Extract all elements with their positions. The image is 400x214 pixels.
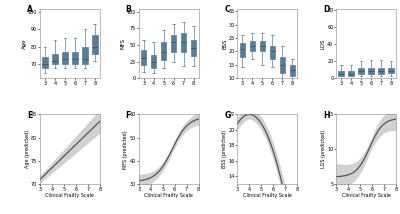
- Text: H: H: [323, 111, 330, 120]
- PathPatch shape: [191, 40, 196, 56]
- Y-axis label: MFS (predicted): MFS (predicted): [123, 130, 128, 169]
- Y-axis label: MFS: MFS: [120, 38, 125, 49]
- Y-axis label: BSS (predicted): BSS (predicted): [222, 130, 227, 168]
- PathPatch shape: [348, 71, 354, 76]
- X-axis label: Clinical Frailty Scale: Clinical Frailty Scale: [144, 193, 193, 198]
- PathPatch shape: [280, 57, 285, 73]
- Text: B: B: [126, 5, 131, 14]
- PathPatch shape: [171, 35, 176, 52]
- PathPatch shape: [250, 41, 255, 51]
- Text: E: E: [27, 111, 32, 120]
- PathPatch shape: [358, 68, 364, 74]
- X-axis label: Clinical Frailty Scale: Clinical Frailty Scale: [46, 193, 94, 198]
- Text: G: G: [224, 111, 230, 120]
- PathPatch shape: [52, 54, 58, 64]
- PathPatch shape: [388, 68, 394, 73]
- PathPatch shape: [82, 47, 88, 64]
- PathPatch shape: [290, 65, 295, 76]
- PathPatch shape: [72, 52, 78, 64]
- X-axis label: Clinical Frailty Scale: Clinical Frailty Scale: [342, 193, 390, 198]
- Text: D: D: [323, 5, 329, 14]
- PathPatch shape: [338, 71, 344, 76]
- Y-axis label: LOS (predicted): LOS (predicted): [321, 130, 326, 168]
- PathPatch shape: [368, 68, 374, 74]
- Text: C: C: [224, 5, 230, 14]
- Text: A: A: [27, 5, 33, 14]
- Y-axis label: BSS: BSS: [222, 38, 227, 49]
- PathPatch shape: [181, 33, 186, 52]
- PathPatch shape: [378, 68, 384, 74]
- Y-axis label: Age: Age: [22, 38, 26, 49]
- Text: F: F: [126, 111, 131, 120]
- PathPatch shape: [92, 35, 98, 54]
- PathPatch shape: [141, 50, 146, 65]
- PathPatch shape: [151, 55, 156, 68]
- X-axis label: Clinical Frailty Scale: Clinical Frailty Scale: [243, 193, 292, 198]
- PathPatch shape: [270, 46, 275, 59]
- PathPatch shape: [62, 52, 68, 64]
- PathPatch shape: [42, 57, 48, 68]
- Y-axis label: Age (predicted): Age (predicted): [24, 130, 30, 168]
- PathPatch shape: [260, 41, 265, 51]
- PathPatch shape: [161, 42, 166, 60]
- Y-axis label: LOS: LOS: [321, 38, 326, 49]
- PathPatch shape: [240, 43, 245, 57]
